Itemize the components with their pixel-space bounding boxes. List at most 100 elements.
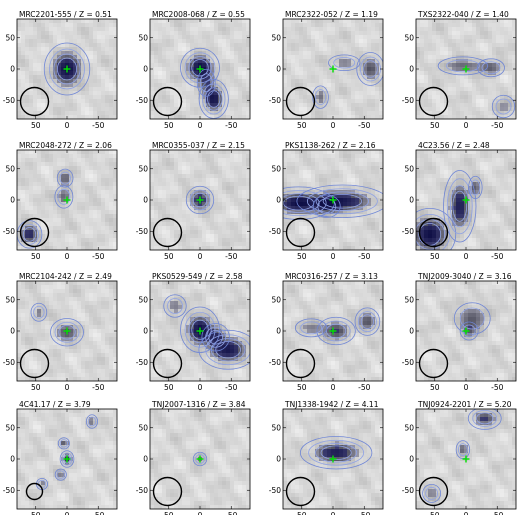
y-tick-label: 0 [409, 455, 414, 464]
contour-ring [195, 454, 205, 464]
map-panel-15: TNJ1338-1942 / Z = 4.11 50 0 -50 50 0 -50 [269, 400, 384, 515]
y-tick-label: -50 [402, 96, 414, 105]
y-tick-label: -50 [136, 96, 148, 105]
beam-circle [25, 482, 44, 501]
contour-ring [294, 318, 328, 338]
y-tick-label: -50 [269, 227, 281, 236]
x-tick-label: 0 [65, 252, 70, 261]
x-tick-label: -50 [92, 511, 104, 515]
panel-title: MRC2008-068 / Z = 0.55 [152, 10, 245, 19]
contour-ring [53, 53, 81, 85]
x-tick-label: -50 [491, 511, 503, 515]
contour-ring [192, 451, 208, 467]
y-tick-label: 50 [271, 423, 281, 432]
y-tick-label: 0 [10, 65, 15, 74]
contour-ring [202, 83, 226, 115]
panel-title: MRC2048-272 / Z = 2.06 [19, 141, 112, 150]
contour-ring [357, 311, 377, 333]
contour-ring [56, 57, 78, 81]
x-tick-label: -50 [225, 252, 237, 261]
x-tick-label: 0 [331, 121, 336, 130]
y-tick-label: -50 [402, 358, 414, 367]
beam-circle [285, 86, 316, 117]
contour-ring [472, 409, 498, 427]
x-tick-label: 50 [297, 383, 307, 392]
y-tick-label: -50 [3, 227, 15, 236]
beam-circle [285, 476, 316, 507]
contour-ring [360, 314, 374, 329]
contour-ring [300, 321, 323, 335]
contour-ring [189, 189, 211, 211]
x-tick-label: -50 [358, 121, 370, 130]
map-panel-14: TNJ2007-1316 / Z = 3.84 50 0 -50 50 0 -50 [136, 400, 251, 515]
contour-ring [443, 170, 477, 243]
contour-ring [459, 321, 479, 341]
panel-title: PKS0529-549 / Z = 2.58 [152, 272, 243, 281]
map-panel-10: PKS0529-549 / Z = 2.58 50 0 -50 50 0 -50 [136, 272, 251, 392]
contour-ring [205, 326, 227, 348]
contour-ring [191, 319, 209, 340]
beam-circle [19, 348, 50, 379]
contour-ring [315, 191, 370, 212]
x-tick-label: 0 [65, 121, 70, 130]
contour-ring [30, 302, 48, 322]
contour-ring [354, 307, 381, 336]
contour-ring [184, 311, 216, 348]
contour-ring [312, 85, 329, 109]
contour-ring [321, 320, 351, 342]
x-tick-label: 50 [164, 383, 174, 392]
y-tick-label: -50 [136, 358, 148, 367]
x-tick-label: 50 [430, 511, 440, 515]
contour-ring [188, 56, 212, 80]
x-tick-label: 50 [297, 252, 307, 261]
contour-ring [201, 323, 230, 352]
contour-ring [22, 227, 37, 242]
x-tick-label: 50 [297, 121, 307, 130]
contour-ring [210, 338, 246, 362]
contour-ring [57, 188, 71, 205]
contour-ring [459, 307, 485, 330]
x-tick-label: -50 [358, 511, 370, 515]
y-tick-label: 50 [404, 33, 414, 42]
panel-title: TXS2322-040 / Z = 1.40 [417, 10, 509, 19]
x-tick-label: 50 [31, 252, 41, 261]
contour-ring [208, 329, 223, 345]
x-tick-label: 50 [164, 121, 174, 130]
contour-ring [316, 316, 356, 346]
contour-ring [59, 450, 75, 468]
contour-ring [470, 179, 481, 196]
x-tick-label: 0 [331, 511, 336, 515]
map-panel-8: 4C23.56 / Z = 2.48 50 0 -50 50 0 -50 [402, 141, 517, 261]
y-tick-label: 50 [5, 164, 15, 173]
contour-ring [198, 329, 250, 370]
panel-title: MRC0355-037 / Z = 2.15 [152, 141, 245, 150]
y-tick-label: 0 [276, 327, 281, 336]
x-tick-label: 50 [297, 511, 307, 515]
contour-ring [446, 178, 473, 235]
panel-title: MRC2201-555 / Z = 0.51 [19, 10, 112, 19]
y-tick-label: 50 [404, 423, 414, 432]
y-tick-label: -50 [402, 227, 414, 236]
x-tick-label: -50 [225, 511, 237, 515]
panel-title: 4C23.56 / Z = 2.48 [418, 141, 490, 150]
x-tick-label: 0 [464, 121, 469, 130]
panel-title: MRC0316-257 / Z = 3.13 [285, 272, 378, 281]
y-tick-label: -50 [3, 358, 15, 367]
contour-ring [199, 73, 213, 93]
beam-circle [19, 86, 50, 117]
contour-ring [56, 470, 65, 479]
contour-ring [188, 316, 212, 344]
contour-ring [43, 42, 91, 96]
y-tick-label: -50 [269, 486, 281, 495]
y-tick-label: 50 [5, 295, 15, 304]
contour-ring [363, 60, 378, 78]
x-tick-label: -50 [92, 252, 104, 261]
contour-ring [356, 52, 383, 86]
map-panel-9: MRC2104-242 / Z = 2.49 50 0 -50 50 0 -50 [3, 272, 118, 392]
x-tick-label: 0 [198, 252, 203, 261]
contour-ring [453, 302, 491, 335]
y-tick-label: 0 [276, 196, 281, 205]
map-panel-3: MRC2322-052 / Z = 1.19 50 0 -50 50 0 -50 [269, 10, 384, 130]
contour-ring [452, 190, 468, 222]
